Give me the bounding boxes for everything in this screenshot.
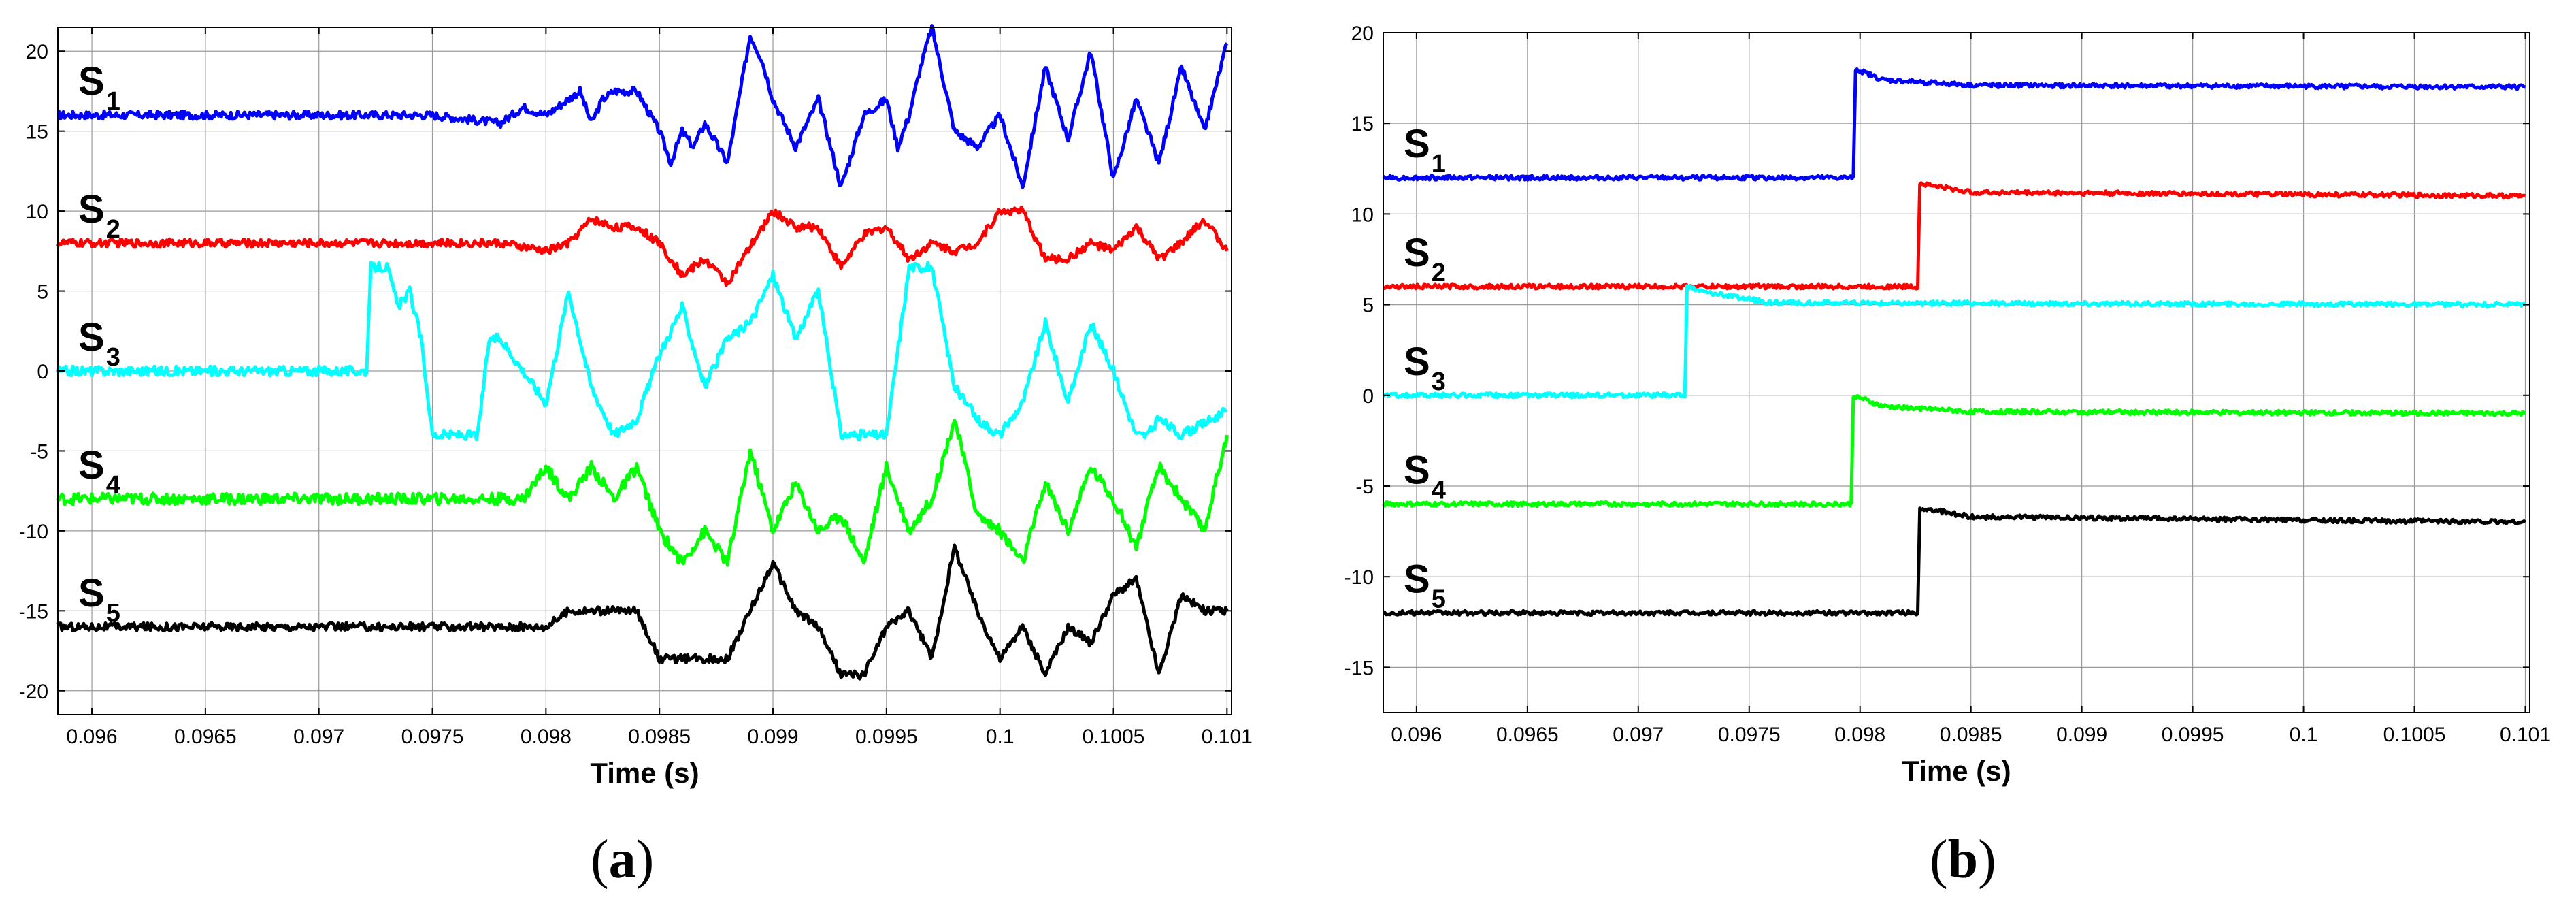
y-tick-label: 20 (26, 41, 48, 63)
x-tick-label: 0.0985 (1940, 724, 2002, 746)
series-label-sub: 1 (1432, 150, 1446, 178)
series-line-S5 (1383, 506, 2527, 617)
y-tick-label: -15 (1344, 657, 1374, 679)
grid-b (1383, 32, 2530, 713)
y-tick-label: -5 (1355, 476, 1374, 498)
y-tick-label: -20 (19, 681, 48, 703)
y-tick-label: 0 (1362, 385, 1374, 408)
x-tick-label: 0.0965 (174, 726, 237, 748)
x-tick-label: 0.0975 (1718, 724, 1781, 746)
series-line-S3 (56, 261, 1227, 442)
x-tick-label: 0.1 (986, 726, 1014, 748)
y-tick-label: -10 (19, 521, 48, 543)
series-label-sub: 4 (1432, 476, 1446, 505)
caption-b: (b) (1930, 830, 1996, 890)
x-axis-label-a: Time (s) (590, 757, 699, 789)
series-label-sub: 5 (1432, 585, 1446, 613)
series-line-S5 (56, 543, 1229, 681)
series-a (56, 24, 1229, 681)
series-label-sub: 3 (106, 343, 120, 372)
series-label-sub: 5 (106, 599, 120, 628)
series-label-S4: S4 (1404, 449, 1446, 505)
series-label-S4: S4 (78, 443, 120, 500)
series-line-S4 (56, 419, 1229, 567)
series-label-S3: S3 (1404, 340, 1446, 396)
y-tick-label: 15 (1351, 113, 1374, 135)
caption-b-letter: b (1947, 830, 1979, 890)
x-tick-label: 0.0975 (401, 726, 464, 748)
x-tick-label: 0.098 (1834, 724, 1885, 746)
series-label-S5: S5 (78, 571, 120, 628)
series-label-sub: 2 (1432, 259, 1446, 287)
series-label-sub: 3 (1432, 368, 1446, 396)
series-label-S2: S2 (1404, 231, 1446, 287)
y-tick-label: -15 (19, 600, 48, 623)
y-tick-label: 0 (37, 361, 48, 383)
series-b (1382, 67, 2527, 617)
ticks-a: 0.096 0.0965 0.097 0.0975 0.098 0.0985 0.099 0.… (19, 27, 1253, 748)
chart-a: S1 S2 S3 S4 S5 0.096 0.0965 0.097 0.0975 0.098 0.0… (0, 0, 1288, 920)
series-label-S1: S1 (1404, 122, 1446, 178)
x-tick-label: 0.097 (293, 726, 344, 748)
ticks-b: 0.096 0.0965 0.097 0.0975 0.098 0.0985 0.099 0.… (1344, 22, 2551, 746)
x-axis-label-b: Time (s) (1902, 755, 2011, 787)
grid-a (58, 27, 1232, 715)
series-label-S5: S5 (1404, 557, 1446, 613)
series-label-S2: S2 (78, 187, 120, 244)
x-tick-label: 0.0985 (628, 726, 691, 748)
x-tick-label: 0.101 (2500, 724, 2551, 746)
x-tick-label: 0.0965 (1496, 724, 1559, 746)
x-tick-label: 0.099 (747, 726, 798, 748)
x-tick-label: 0.099 (2056, 724, 2107, 746)
caption-a-letter: a (608, 830, 636, 890)
y-tick-label: 5 (37, 281, 48, 304)
series-line-S1 (1382, 67, 2526, 182)
caption-a: (a) (591, 830, 655, 890)
x-tick-label: 0.1 (2290, 724, 2318, 746)
series-label-S1: S1 (78, 59, 120, 116)
y-tick-label: 20 (1351, 22, 1374, 45)
y-tick-label: -5 (30, 440, 48, 463)
y-tick-label: 5 (1362, 295, 1374, 317)
x-tick-label: 0.096 (1391, 724, 1442, 746)
y-tick-label: 10 (1351, 204, 1374, 226)
series-line-S1 (57, 24, 1229, 189)
y-tick-label: -10 (1344, 566, 1374, 589)
y-tick-label: 15 (26, 121, 48, 144)
x-tick-label: 0.098 (521, 726, 572, 748)
x-tick-label: 0.0995 (2162, 724, 2224, 746)
x-tick-label: 0.097 (1613, 724, 1664, 746)
x-tick-label: 0.1005 (2383, 724, 2446, 746)
series-line-S3 (1382, 284, 2527, 400)
plot-frame-b (1383, 32, 2530, 713)
y-tick-label: 10 (26, 201, 48, 223)
series-line-S4 (1382, 394, 2526, 508)
series-line-S2 (1383, 181, 2526, 291)
series-line-S2 (56, 205, 1229, 287)
x-tick-label: 0.101 (1202, 726, 1253, 748)
x-tick-label: 0.1005 (1083, 726, 1145, 748)
chart-b: S1 S2 S3 S4 S5 0.096 0.0965 0.097 0.0975 0.098 0.0… (1288, 0, 2576, 920)
x-tick-label: 0.096 (67, 726, 118, 748)
x-tick-label: 0.0995 (855, 726, 918, 748)
series-label-sub: 4 (106, 471, 120, 500)
series-label-sub: 1 (106, 87, 120, 116)
series-label-S3: S3 (78, 315, 120, 372)
series-label-sub: 2 (106, 215, 120, 244)
